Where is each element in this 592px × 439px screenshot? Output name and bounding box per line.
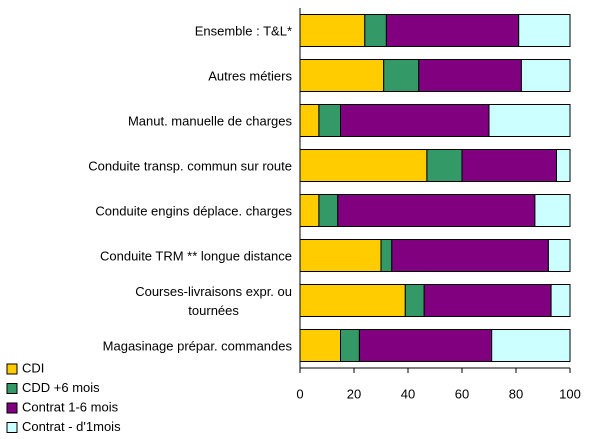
bar-segment [418, 59, 522, 92]
bar-segment [426, 149, 463, 182]
bar-segment [380, 239, 393, 272]
bar-segment [318, 104, 341, 137]
bar-segment [299, 14, 366, 47]
legend-swatch [6, 422, 18, 433]
bar-segment [488, 104, 571, 137]
category-label: Conduite engins déplace. charges [95, 203, 292, 218]
x-tick-label: 20 [347, 386, 361, 401]
bar-segment [337, 194, 536, 227]
category-label: Autres métiers [208, 68, 292, 83]
bar-segment [299, 194, 320, 227]
bar-segment [299, 104, 320, 137]
category-label: Courses-livraisons expr. ou tournées [135, 283, 292, 318]
bar-segment [518, 14, 571, 47]
bar-segment [520, 59, 571, 92]
bar-segment [491, 329, 571, 362]
bar-segment [340, 104, 490, 137]
category-label: Ensemble : T&L* [194, 23, 292, 38]
legend-label: CDD +6 mois [22, 380, 100, 395]
x-tick-label: 80 [509, 386, 523, 401]
bar-segment [547, 239, 571, 272]
bar-segment [318, 194, 339, 227]
bar-segment [383, 59, 420, 92]
bar-segment [534, 194, 571, 227]
bar-segment [385, 14, 520, 47]
bar-segment [299, 59, 385, 92]
bar-segment [556, 149, 571, 182]
bar-segment [299, 284, 406, 317]
bar-segment [550, 284, 571, 317]
bar-segment [358, 329, 493, 362]
bar-segment [391, 239, 549, 272]
category-label: Manut. manuelle de charges [127, 113, 292, 128]
legend-label: Contrat - d'1mois [22, 419, 121, 434]
x-tick-label: 40 [401, 386, 415, 401]
x-tick-label: 60 [455, 386, 469, 401]
bar-segment [423, 284, 552, 317]
category-label: Conduite transp. commun sur route [88, 158, 292, 173]
legend-label: Contrat 1-6 mois [22, 399, 119, 414]
bar-segment [340, 329, 360, 362]
legend-swatch [6, 402, 18, 414]
x-tick-label: 0 [296, 386, 303, 401]
category-label: Magasinage prépar. commandes [102, 338, 292, 353]
category-label: Conduite TRM ** longue distance [100, 248, 292, 263]
bar-segment [461, 149, 557, 182]
bar-segment [299, 329, 341, 362]
legend-swatch [6, 363, 18, 375]
bar-segment [299, 149, 428, 182]
legend-label: CDI [22, 360, 44, 375]
legend-swatch [6, 383, 18, 394]
bar-segment [364, 14, 387, 47]
bar-segment [404, 284, 425, 317]
bar-segment [299, 239, 382, 272]
x-tick-label: 100 [559, 386, 581, 401]
